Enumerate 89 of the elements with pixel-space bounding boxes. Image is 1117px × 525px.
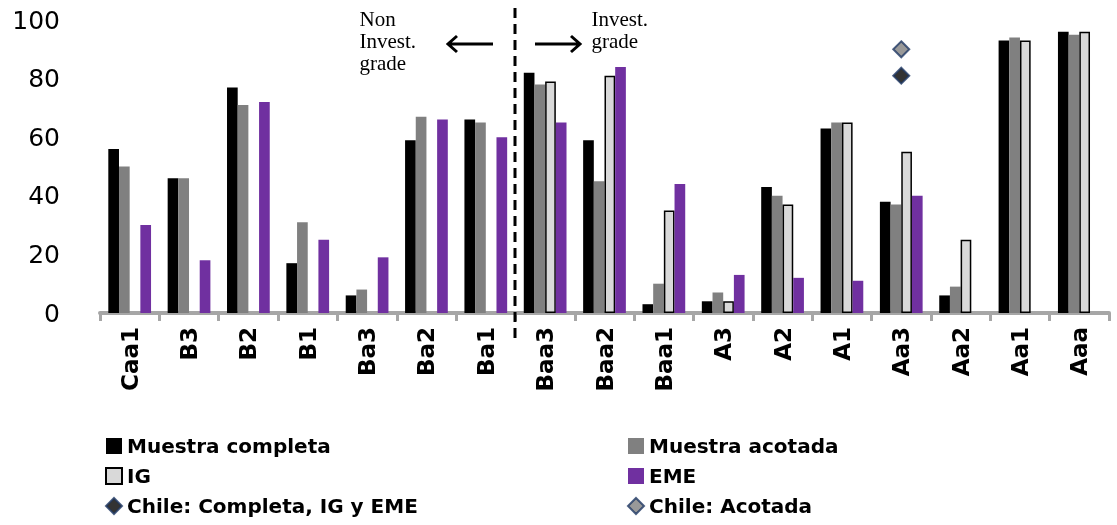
bar	[167, 178, 179, 313]
bar	[782, 204, 794, 313]
bar	[464, 119, 476, 313]
bar	[259, 102, 270, 313]
x-tick-label: A2	[769, 327, 796, 361]
legend-label: Muestra completa	[127, 434, 331, 458]
bar	[118, 166, 130, 313]
bar	[761, 187, 772, 313]
x-tick-label: Baa1	[650, 327, 677, 392]
x-tick-label: Baa3	[532, 327, 559, 392]
bar	[831, 122, 842, 313]
y-tick-label: 100	[12, 5, 60, 35]
bar	[583, 140, 594, 313]
bar	[475, 122, 486, 313]
bar	[297, 222, 308, 313]
bar	[437, 119, 448, 313]
bar	[108, 148, 119, 313]
x-tick-label: Aa1	[1006, 327, 1033, 377]
x-tick-label: B1	[294, 327, 321, 361]
legend-label: IG	[127, 464, 151, 488]
bar	[377, 257, 389, 313]
legend-label: Chile: Completa, IG y EME	[127, 494, 418, 518]
bar	[140, 225, 152, 313]
x-tick-label: A1	[828, 327, 855, 361]
bar	[405, 140, 416, 313]
bar	[960, 239, 972, 313]
bar	[820, 128, 832, 313]
bar	[901, 151, 912, 313]
x-tick-label: Aa2	[947, 327, 974, 377]
bar	[1057, 31, 1069, 313]
x-tick-label: Ba2	[413, 327, 440, 377]
bar	[227, 87, 238, 313]
bar	[1068, 34, 1080, 313]
bar	[939, 295, 950, 313]
x-tick-label: Ba3	[354, 327, 381, 377]
bar	[555, 122, 567, 313]
bar	[237, 104, 249, 313]
bar	[345, 295, 357, 313]
x-tick-label: Baa2	[591, 327, 618, 392]
x-tick-label: B2	[235, 327, 262, 361]
x-tick-label: Aaa	[1066, 327, 1093, 376]
bar	[793, 277, 804, 313]
bar	[415, 116, 427, 313]
bar	[642, 304, 654, 313]
bar	[879, 201, 891, 313]
bar	[771, 195, 783, 313]
annotation: Invest. grade	[591, 7, 650, 53]
bar	[1079, 31, 1091, 313]
bar	[199, 260, 211, 313]
bar	[712, 292, 724, 313]
bar	[911, 195, 923, 313]
bar	[496, 137, 508, 313]
bar	[663, 210, 675, 313]
bar	[841, 122, 853, 313]
bar	[701, 301, 713, 313]
bar	[733, 274, 745, 313]
bar	[890, 204, 902, 313]
bar	[356, 289, 368, 313]
y-tick-label: 80	[28, 64, 60, 94]
bar	[615, 66, 626, 313]
bar	[545, 81, 556, 313]
bar	[178, 178, 190, 313]
bar	[852, 280, 864, 313]
x-tick-label: Ba1	[472, 327, 499, 377]
y-tick-label: 60	[28, 122, 60, 152]
annotation: Non Invest. grade	[359, 7, 418, 75]
legend-label: Muestra acotada	[649, 434, 839, 458]
bar	[998, 40, 1010, 313]
bar	[604, 75, 616, 313]
bar	[286, 263, 298, 313]
x-tick-label: Caa1	[116, 327, 143, 391]
bar	[534, 84, 546, 313]
bar	[523, 72, 535, 313]
bar	[653, 283, 664, 313]
x-tick-label: Aa3	[888, 327, 915, 377]
y-tick-label: 20	[28, 239, 60, 269]
bar	[674, 184, 686, 313]
legend-label: Chile: Acotada	[649, 494, 813, 518]
bar	[318, 239, 330, 313]
bar	[593, 181, 605, 313]
bar	[1009, 37, 1020, 313]
bar	[949, 286, 961, 313]
legend-label: EME	[649, 464, 697, 488]
bar	[723, 301, 734, 313]
x-tick-label: A3	[710, 327, 737, 361]
x-tick-label: B3	[176, 327, 203, 361]
y-tick-label: 0	[44, 298, 60, 328]
y-tick-label: 40	[28, 181, 60, 211]
bar	[1019, 40, 1031, 313]
